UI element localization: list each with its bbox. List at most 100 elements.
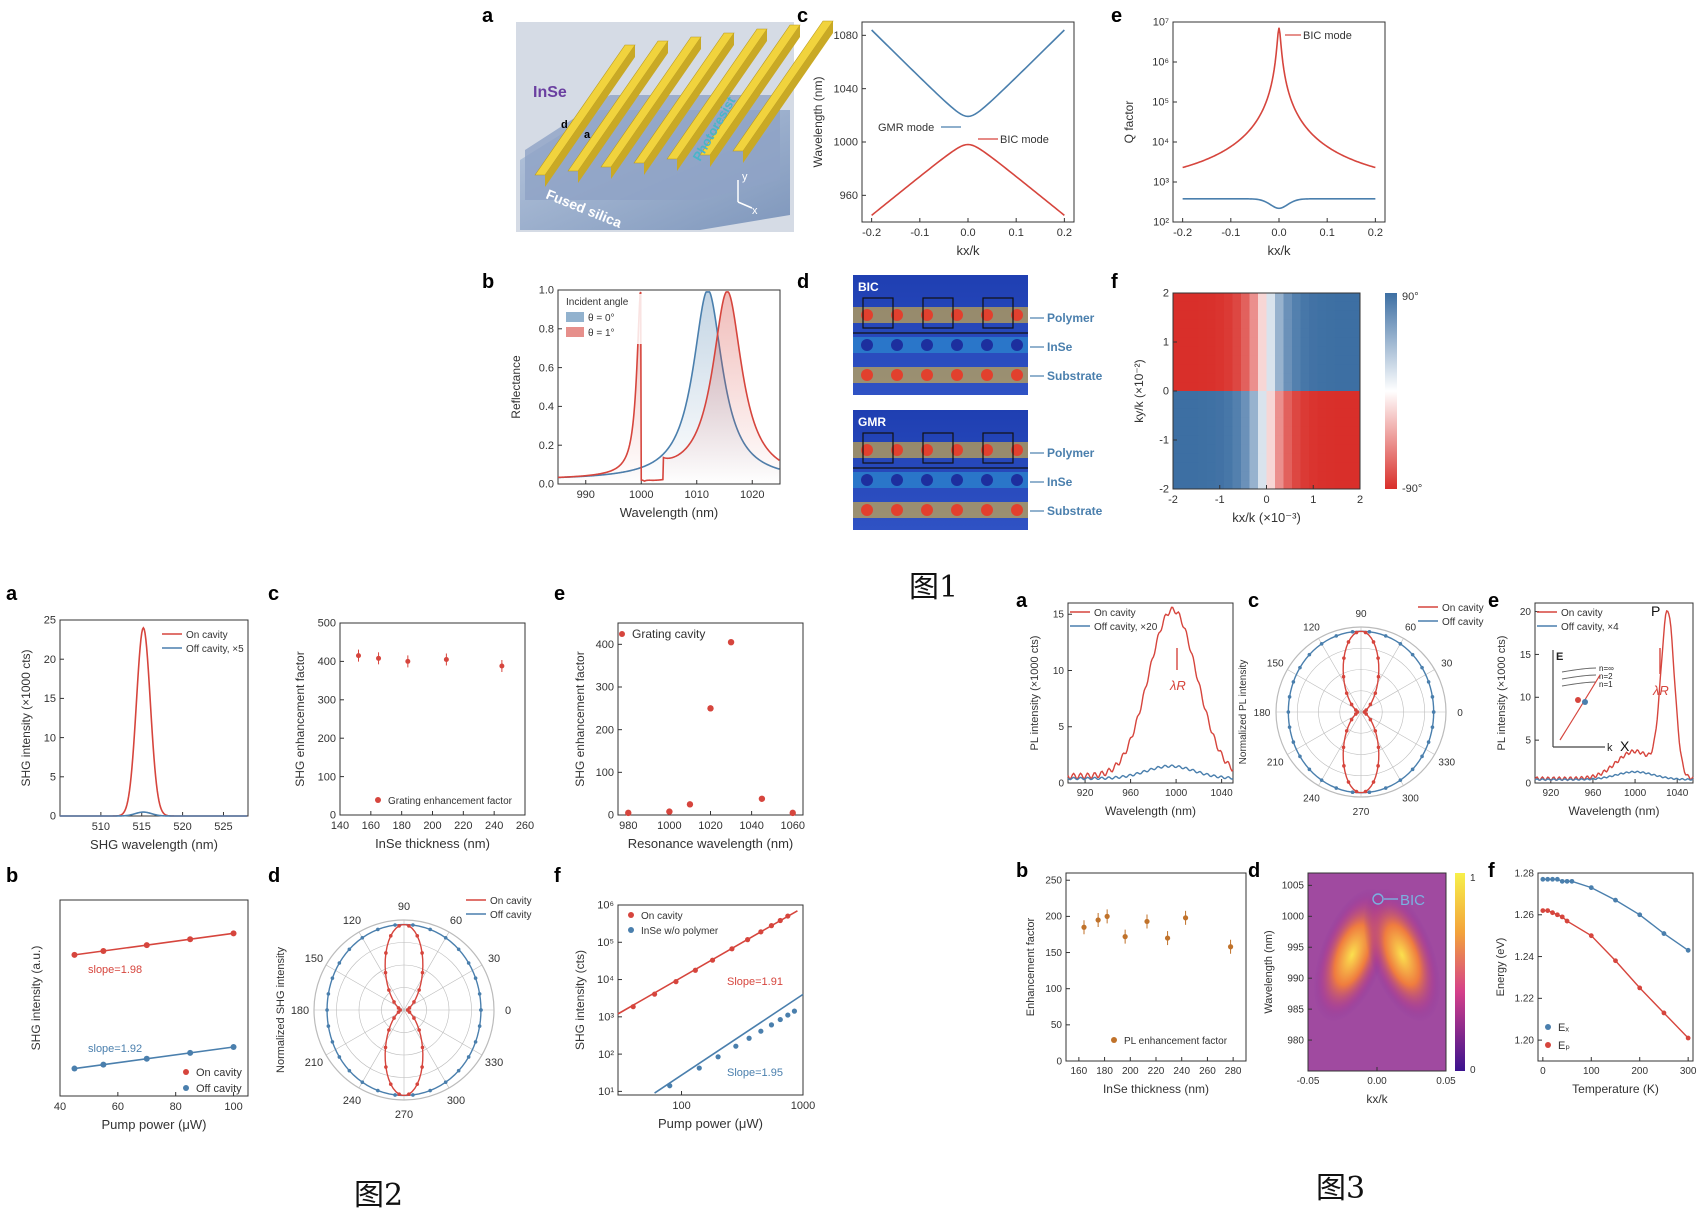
inset-band-label: n=2: [1599, 672, 1613, 681]
polar-point: [407, 1092, 411, 1096]
heatmap-cell: [1292, 408, 1301, 419]
data-point: [71, 1065, 78, 1072]
polar-angle-label: 150: [305, 953, 323, 965]
heatmap-cell: [1215, 364, 1225, 374]
polar-point: [1368, 702, 1373, 707]
panel-letter: f: [1111, 271, 1118, 293]
polar-point: [1286, 710, 1291, 714]
heatmap-cell: [1190, 293, 1199, 303]
heatmap-cell: [1215, 417, 1225, 428]
plot-frame: [1534, 602, 1694, 784]
y-tick-label: 0: [1163, 386, 1169, 398]
fig1-panel-c-dispersion-chart: c -0.2 -0.1 0.0 0.1 0.2 960 1000 1040 1080 kx/k Wa…: [797, 5, 1075, 258]
heatmap-cell: [1173, 426, 1182, 437]
polar-point: [466, 961, 471, 965]
heatmap-cell: [1232, 346, 1242, 356]
heatmap-cell: [1292, 399, 1301, 410]
data-point: [1095, 917, 1101, 923]
x-axis-label: Resonance wavelength (nm): [628, 836, 793, 851]
heatmap-cell: [1181, 462, 1191, 472]
heatmap-cell: [1343, 355, 1352, 365]
x-tick-label: -1: [1215, 494, 1225, 506]
data-point: [1545, 908, 1551, 913]
heatmap-cell: [1351, 453, 1361, 463]
field-lobe: [921, 504, 933, 516]
data-point: [71, 951, 78, 958]
heatmap-cell: [1317, 462, 1327, 472]
heatmap-cell: [1241, 391, 1250, 401]
legend-label: θ = 1°: [588, 328, 615, 339]
heatmap-cell: [1190, 462, 1199, 472]
heatmap-cell: [1326, 373, 1335, 383]
heatmap-cell: [1317, 319, 1327, 330]
y-tick-label: 10⁶: [597, 900, 614, 912]
heatmap-cell: [1224, 355, 1233, 365]
legend-title: Incident angle: [566, 297, 629, 308]
heatmap-cell: [1232, 355, 1242, 365]
field-lobe: [951, 309, 963, 321]
series-line: [557, 291, 780, 483]
heatmap-cell: [1326, 328, 1335, 339]
x-tick-label: 160: [362, 820, 380, 832]
field-lobe: [861, 369, 873, 381]
y-tick-label: 0: [608, 810, 614, 822]
heatmap-cell: [1334, 355, 1344, 365]
heatmap-cell: [1275, 417, 1284, 428]
heatmap-cell: [1181, 435, 1191, 445]
plot-frame: [617, 622, 804, 816]
heatmap-cell: [1283, 337, 1293, 347]
plot-frame: [59, 619, 249, 817]
heatmap-cell: [1181, 328, 1191, 339]
x-tick-label: 1000: [657, 820, 681, 832]
heatmap-cell: [1317, 480, 1327, 490]
field-lobe: [1011, 339, 1023, 351]
polar-point: [376, 927, 380, 932]
y-tick-label: 1: [1163, 337, 1169, 349]
data-point: [1564, 878, 1570, 884]
polar-point: [477, 1024, 482, 1028]
heatmap-cell: [1283, 417, 1293, 428]
polar-angle-label: 120: [1303, 622, 1320, 633]
data-point: [1637, 912, 1643, 918]
heatmap-cell: [1351, 480, 1361, 490]
heatmap-cell: [1173, 355, 1182, 365]
data-point: [785, 913, 791, 919]
x-tick-label: 510: [92, 821, 110, 833]
data-point: [630, 1004, 636, 1010]
polar-angle-label: 150: [1267, 659, 1284, 670]
series-line: [871, 143, 1065, 216]
x-axis-label: Pump power (μW): [658, 1116, 763, 1131]
polar-point: [1376, 674, 1381, 679]
heatmap-cell: [1198, 462, 1208, 472]
heatmap-cell: [1173, 471, 1182, 481]
polar-point: [473, 1040, 478, 1044]
polar-point: [477, 992, 482, 996]
heatmap-cell: [1224, 471, 1233, 481]
heatmap-cell: [1207, 364, 1216, 374]
x-tick-label: 180: [392, 820, 410, 832]
heatmap-cell: [1181, 310, 1191, 321]
annotation-lambda: λR: [1652, 683, 1669, 698]
polar-point: [1349, 702, 1354, 707]
heatmap-cell: [1317, 391, 1327, 401]
heatmap-cell: [1190, 453, 1199, 463]
heatmap-cell: [1275, 435, 1284, 445]
heatmap-cell: [1292, 471, 1301, 481]
panel-letter: f: [1488, 860, 1495, 882]
heatmap-cell: [1249, 310, 1259, 321]
y-tick-label: 10¹: [598, 1086, 614, 1098]
heatmap-cell: [1334, 408, 1344, 419]
y-axis-label: SHG intensity (×1000 cts): [19, 649, 33, 786]
heatmap-cell: [1241, 346, 1250, 356]
x-axis-label: Wavelength (nm): [620, 505, 719, 520]
data-point: [1182, 915, 1189, 921]
polar-spoke: [403, 1009, 483, 1056]
heatmap-cell: [1198, 399, 1208, 410]
heatmap-cell: [1266, 399, 1276, 410]
heatmap-cell: [1190, 328, 1199, 339]
heatmap-cell: [1249, 346, 1259, 356]
polar-point: [397, 924, 401, 928]
polar-point: [1350, 629, 1355, 634]
grating-bar-side: [743, 21, 833, 163]
